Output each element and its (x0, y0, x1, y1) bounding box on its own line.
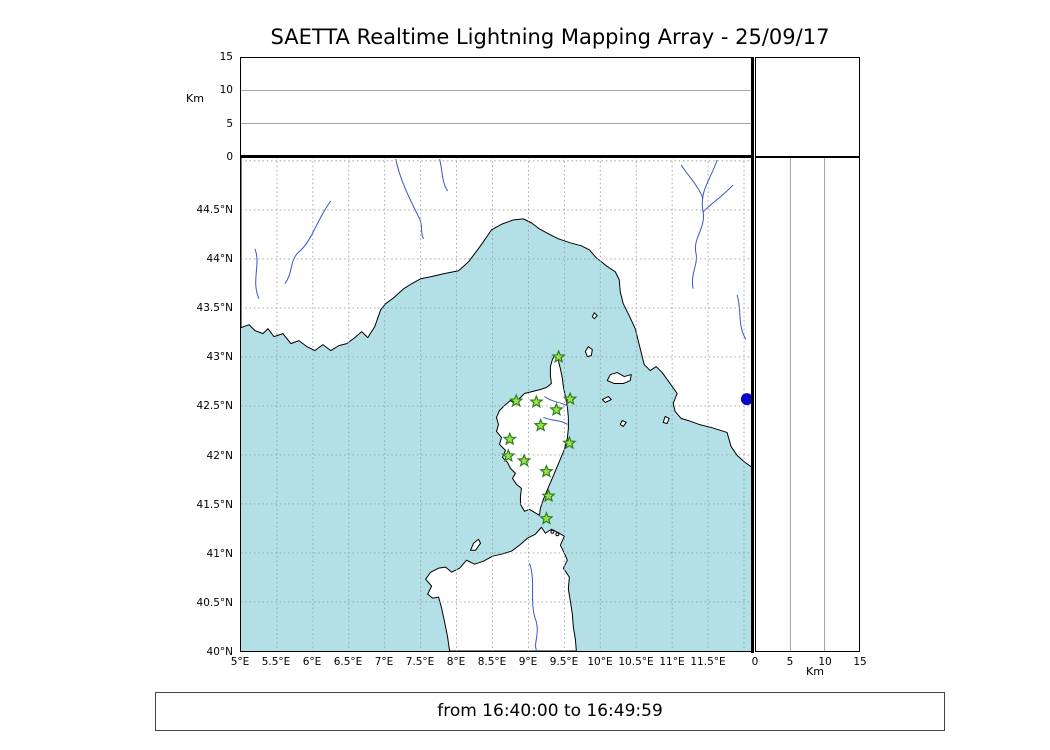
alt-lon-panel (240, 57, 752, 157)
map-right-border (751, 57, 754, 653)
corsica-coastline (496, 355, 569, 516)
river (691, 159, 718, 289)
elba-island (606, 372, 632, 385)
mainland-coastline (241, 157, 752, 468)
lat-tick-label: 42°N (206, 449, 233, 462)
time-range-text: from 16:40:00 to 16:49:59 (437, 701, 663, 721)
right-tick-label: 0 (751, 656, 759, 668)
lon-tick-label: 6°E (302, 656, 322, 668)
lma-station-star (529, 394, 544, 409)
right-tick-label: 15 (853, 656, 867, 668)
montecristo-island (619, 419, 627, 427)
marker-layer (740, 393, 752, 406)
lat-tick-label: 41°N (206, 547, 233, 560)
lon-tick-label: 8.5°E (477, 656, 507, 668)
river (543, 417, 568, 425)
lon-tick-label: 5°E (230, 656, 250, 668)
lat-tick-label: 44.5°N (196, 204, 233, 216)
lon-tick-label: 9.5°E (549, 656, 579, 668)
edge-marker-dot (740, 393, 752, 406)
alt-lat-panel (755, 157, 860, 652)
map-panel (240, 157, 752, 652)
time-range-box: from 16:40:00 to 16:49:59 (155, 692, 945, 731)
alt-tick-label: 10 (219, 84, 233, 97)
map-top-border (240, 155, 754, 158)
lon-tick-label: 9°E (518, 656, 538, 668)
river (736, 294, 747, 340)
lma-station-star (501, 448, 516, 463)
lon-tick-label: 7.5°E (405, 656, 435, 668)
corner-panel (755, 57, 860, 157)
river (439, 158, 449, 192)
river (284, 200, 332, 285)
alt-panel-svg (241, 90, 751, 124)
right-tick-label: 10 (818, 656, 832, 668)
maddalena-islet (555, 532, 560, 537)
map-svg (241, 157, 752, 651)
lma-station-star (502, 431, 518, 446)
lma-station-star (539, 463, 554, 478)
lma-station-star (551, 349, 566, 364)
lon-tick-label: 10.5°E (618, 656, 654, 668)
page-title: SAETTA Realtime Lightning Mapping Array … (270, 25, 830, 49)
right-axis-label: Km (806, 665, 824, 678)
alt-tick-label: 15 (219, 51, 233, 63)
right-tick-label: 5 (786, 656, 794, 668)
river (254, 248, 260, 299)
maddalena-islet (550, 529, 555, 534)
alt-tick-label: 5 (226, 117, 233, 130)
lon-tick-label: 11°E (659, 656, 685, 668)
right-panel-svg (789, 158, 826, 651)
lat-tick-label: 43.5°N (196, 302, 233, 315)
lon-tick-label: 7°E (374, 656, 394, 668)
river (395, 158, 425, 240)
lma-station-star (562, 435, 577, 450)
lma-station-star (562, 391, 578, 406)
giglio-island (662, 415, 670, 424)
lma-station-star (541, 488, 556, 503)
lon-tick-label: 6.5°E (333, 656, 363, 668)
alt-axis-label: Km (186, 92, 204, 105)
alt-tick-label: 0 (226, 151, 233, 163)
lat-tick-label: 44°N (206, 253, 233, 266)
lat-tick-label: 40.5°N (196, 596, 233, 609)
river (680, 164, 704, 200)
lma-station-star (508, 393, 524, 408)
grid-layer (241, 157, 752, 651)
lat-tick-label: 42.5°N (196, 400, 233, 413)
lon-tick-label: 11.5°E (690, 656, 726, 668)
lon-tick-label: 10°E (587, 656, 613, 668)
gorgona-island (591, 312, 598, 320)
capraia-island (584, 346, 593, 358)
lma-station-star (516, 453, 532, 467)
lat-tick-label: 41.5°N (196, 498, 233, 511)
lma-station-star (533, 417, 548, 432)
lon-tick-label: 8°E (446, 656, 466, 668)
lon-tick-label: 5.5°E (261, 656, 291, 668)
lma-station-star (549, 402, 564, 417)
stations-layer (501, 349, 578, 525)
pianosa-island (601, 396, 612, 404)
river (528, 563, 538, 651)
lma-station-star (539, 511, 554, 525)
sardinia-coastline (425, 526, 577, 651)
lat-tick-label: 40°N (206, 646, 233, 658)
lat-tick-label: 43°N (206, 351, 233, 364)
river (544, 396, 567, 406)
asinara-island (470, 538, 482, 551)
